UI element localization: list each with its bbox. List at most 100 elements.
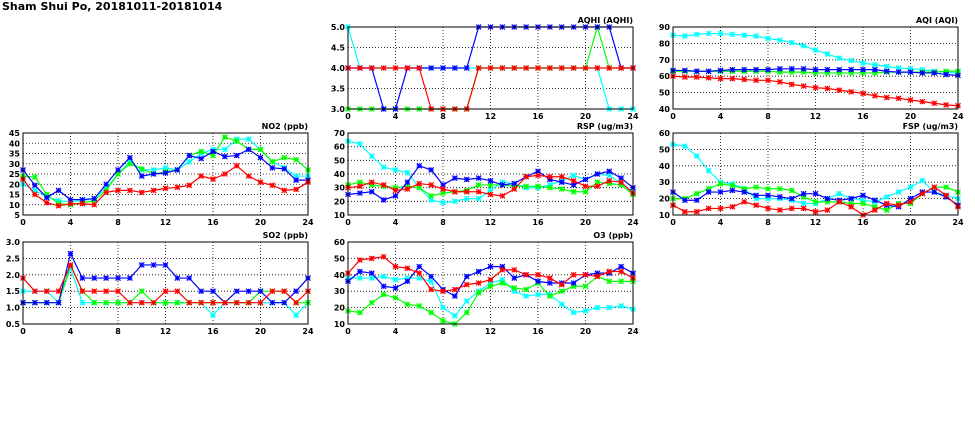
data-point: [824, 207, 831, 214]
data-point: [257, 179, 264, 186]
data-point: [210, 176, 216, 183]
data-point: [499, 179, 506, 186]
data-point: [511, 266, 518, 273]
data-point: [115, 275, 121, 282]
data-point: [919, 98, 926, 105]
x-tick-label: 12: [160, 327, 171, 336]
data-point: [392, 187, 399, 194]
data-point: [606, 65, 613, 71]
data-point: [233, 152, 240, 159]
data-point: [67, 196, 74, 203]
data-point: [463, 176, 470, 183]
data-point: [451, 312, 458, 319]
data-point: [511, 65, 518, 71]
x-tick-label: 12: [485, 112, 496, 121]
data-point: [499, 266, 506, 273]
x-tick-label: 0: [670, 218, 676, 227]
data-point: [606, 278, 613, 285]
data-point: [356, 275, 363, 282]
data-point: [115, 187, 121, 194]
data-point: [31, 187, 38, 194]
data-point: [812, 84, 819, 91]
data-point: [895, 65, 902, 71]
data-point: [895, 69, 902, 76]
data-point: [416, 270, 423, 277]
data-point: [380, 283, 387, 290]
data-point: [416, 65, 423, 71]
data-point: [558, 281, 565, 288]
y-tick-label: 60: [659, 72, 671, 81]
data-point: [535, 271, 541, 278]
data-point: [570, 172, 577, 179]
chart-fsp: 0 4 8 12 16 20 24 10 20 30 40 50 60 FSP (ug/m3): [659, 122, 964, 227]
data-point: [681, 33, 688, 39]
data-point: [765, 77, 771, 84]
y-tick-label: 20: [659, 195, 671, 204]
data-point: [741, 32, 748, 39]
y-tick-label: 10: [659, 211, 671, 220]
plot-frame: [672, 132, 959, 216]
chart-aqhi: 0 4 8 12 16 20 24 3.0 3.5 4.0 4.5 5.0 AQHI (AQHI): [331, 16, 639, 121]
data-point: [150, 187, 157, 194]
data-point: [729, 203, 736, 210]
data-point: [535, 65, 541, 71]
series-blue: [20, 146, 311, 203]
data-point: [79, 299, 86, 306]
data-point: [871, 69, 878, 76]
data-point: [535, 291, 541, 298]
data-point: [570, 280, 577, 286]
y-tick-label: 1.5: [6, 287, 21, 296]
data-point: [618, 179, 625, 186]
plot-frame: [22, 241, 309, 325]
data-point: [198, 148, 205, 155]
data-point: [618, 303, 625, 309]
data-point: [594, 65, 601, 71]
y-tick-label: 60: [659, 129, 671, 138]
data-point: [440, 190, 446, 197]
data-point: [440, 317, 446, 324]
chart-so2: 0 4 8 12 16 20 24 0.5 1.0 1.5 2.0 2.5 3.0 SO2 (ppb): [6, 231, 314, 336]
y-tick-label: 1.0: [6, 304, 21, 313]
data-point: [836, 198, 843, 205]
data-point: [729, 182, 736, 189]
x-tick-label: 20: [255, 327, 267, 336]
data-point: [836, 66, 843, 73]
plot-frame: [347, 241, 634, 325]
data-point: [546, 293, 553, 300]
data-point: [162, 164, 169, 171]
data-point: [871, 66, 878, 73]
data-point: [570, 182, 577, 188]
data-point: [404, 265, 411, 272]
data-point: [43, 199, 50, 206]
data-point: [103, 299, 110, 306]
data-point: [150, 262, 157, 268]
data-point: [499, 280, 506, 286]
data-point: [404, 278, 411, 285]
data-point: [558, 301, 565, 308]
data-point: [848, 203, 855, 210]
data-point: [511, 186, 518, 192]
data-point: [836, 190, 843, 197]
data-point: [523, 173, 530, 180]
data-point: [693, 208, 700, 215]
data-point: [717, 67, 724, 74]
x-tick-label: 8: [440, 327, 446, 336]
plot-frame: [22, 132, 309, 216]
data-point: [487, 187, 494, 194]
data-point: [103, 275, 110, 282]
data-point: [368, 179, 375, 186]
chart-title: FSP (ug/m3): [903, 122, 958, 131]
data-point: [55, 187, 62, 194]
x-tick-label: 24: [302, 218, 314, 227]
data-point: [392, 166, 399, 173]
data-point: [741, 66, 748, 73]
data-point: [162, 299, 169, 306]
data-point: [812, 190, 819, 197]
y-tick-label: 80: [659, 39, 671, 48]
data-point: [368, 255, 375, 262]
data-point: [380, 291, 387, 298]
data-point: [162, 288, 169, 295]
x-tick-label: 0: [20, 218, 26, 227]
data-point: [943, 68, 950, 75]
data-point: [582, 188, 589, 195]
